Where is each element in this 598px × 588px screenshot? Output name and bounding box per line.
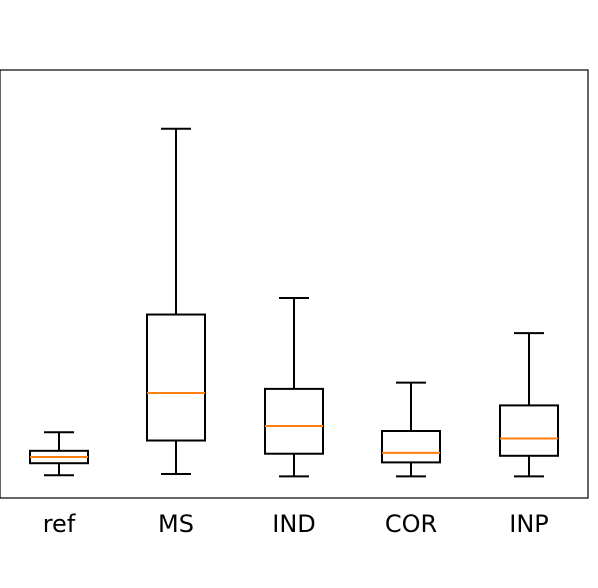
- x-tick-label-ind: IND: [272, 510, 316, 538]
- box-group-cor: [381, 381, 441, 478]
- iqr-box-ind: [264, 387, 324, 455]
- plot-frame: [0, 69, 589, 499]
- iqr-box-ms: [146, 313, 206, 442]
- x-tick-label-inp: INP: [509, 510, 549, 538]
- boxes-layer: [29, 127, 559, 478]
- iqr-box-inp: [499, 404, 559, 457]
- x-tick-label-cor: COR: [385, 510, 437, 538]
- box-group-ref: [29, 431, 89, 477]
- iqr-box-cor: [381, 430, 441, 464]
- x-tick-label-ms: MS: [158, 510, 194, 538]
- box-group-inp: [499, 332, 559, 478]
- x-tick-label-ref: ref: [43, 510, 76, 538]
- box-group-ms: [146, 127, 206, 475]
- box-group-ind: [264, 297, 324, 478]
- tick-labels-layer: ref MS IND COR INP: [43, 510, 549, 538]
